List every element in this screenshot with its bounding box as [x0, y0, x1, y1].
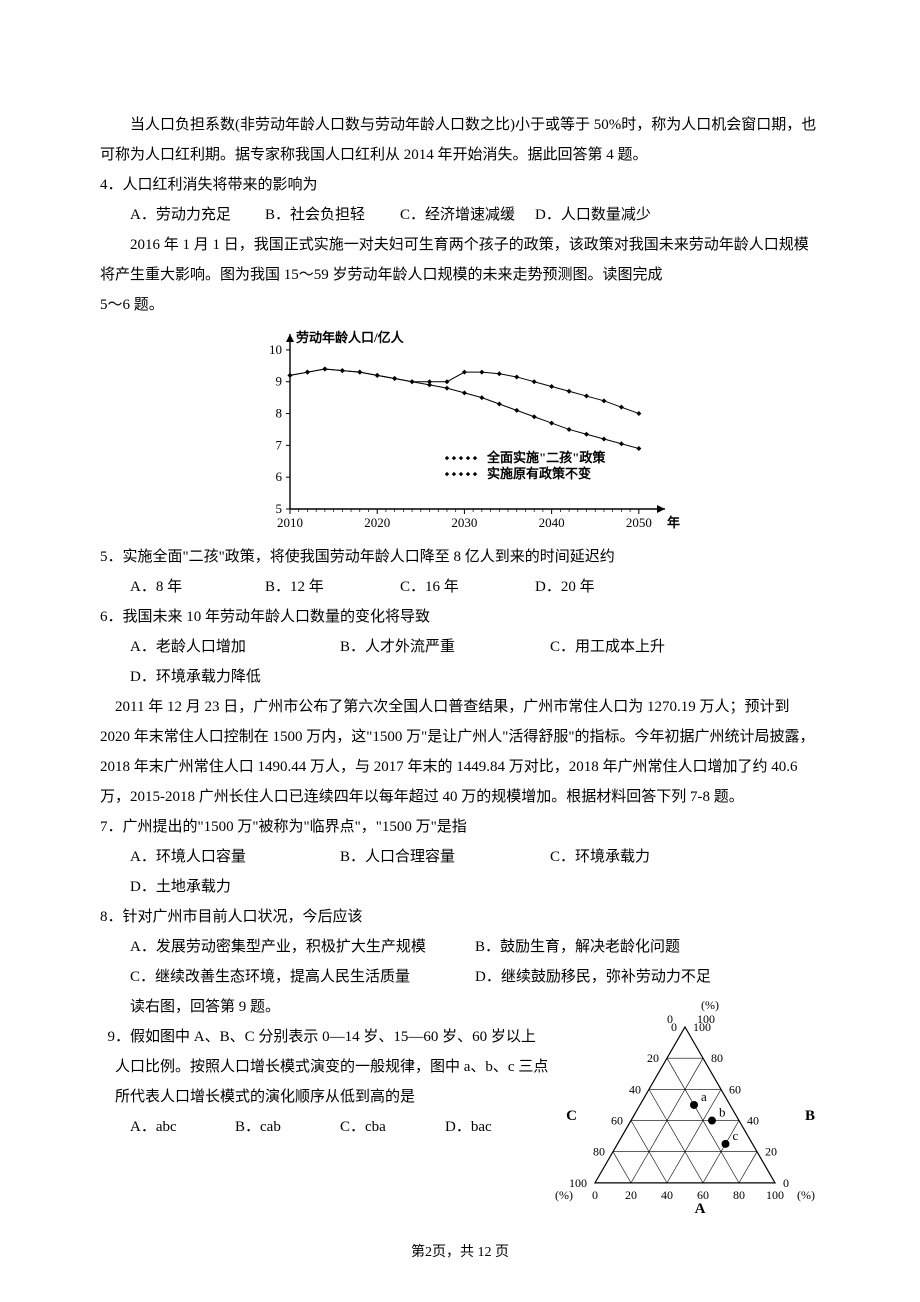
svg-text:10: 10 [269, 342, 282, 357]
q9-opt-b[interactable]: B．cab [235, 1112, 340, 1142]
passage-q56b: 5～6 题。 [100, 290, 820, 320]
page-footer: 第2页，共 12 页 [100, 1239, 820, 1267]
svg-text:劳动年龄人口/亿人: 劳动年龄人口/亿人 [296, 330, 405, 345]
svg-text:全面实施"二孩"政策: 全面实施"二孩"政策 [486, 450, 606, 465]
svg-text:(%): (%) [701, 998, 719, 1012]
svg-text:100: 100 [766, 1188, 784, 1202]
svg-text:6: 6 [276, 469, 283, 484]
svg-text:80: 80 [733, 1188, 745, 1202]
q5-opt-b[interactable]: B．12 年 [265, 572, 400, 602]
q6-opt-a[interactable]: A．老龄人口增加 [130, 632, 340, 662]
q6-opt-d[interactable]: D．环境承载力降低 [130, 662, 340, 692]
q8-opt-b[interactable]: B．鼓励生育，解决老龄化问题 [475, 932, 820, 962]
q9-opt-c[interactable]: C．cba [340, 1112, 445, 1142]
q8-opt-a[interactable]: A．发展劳动密集型产业，积极扩大生产规模 [130, 932, 475, 962]
svg-text:0: 0 [667, 1012, 673, 1026]
svg-text:20: 20 [625, 1188, 637, 1202]
svg-text:20: 20 [765, 1145, 777, 1159]
q7-options: A．环境人口容量 B．人口合理容量 C．环境承载力 D．土地承载力 [100, 842, 820, 902]
q8-stem: 8．针对广州市目前人口状况，今后应该 [100, 902, 820, 932]
q4-opt-b[interactable]: B．社会负担轻 [265, 200, 400, 230]
svg-text:60: 60 [611, 1114, 623, 1128]
svg-text:7: 7 [276, 437, 283, 452]
q5-stem: 5．实施全面"二孩"政策，将使我国劳动年龄人口降至 8 亿人到来的时间延迟约 [100, 542, 820, 572]
q6-stem: 6．我国未来 10 年劳动年龄人口数量的变化将导致 [100, 602, 820, 632]
q6-opt-c[interactable]: C．用工成本上升 [550, 632, 760, 662]
svg-text:C: C [566, 1108, 577, 1124]
svg-text:2040: 2040 [539, 515, 565, 530]
labor-population-chart: 5 6 7 8 9 10 2010 2020 2030 2040 2050 劳动年龄人口/亿人年份 全面… [100, 324, 820, 534]
q5-options: A．8 年 B．12 年 C．16 年 D．20 年 [100, 572, 820, 602]
passage-q78: 2011 年 12 月 23 日，广州市公布了第六次全国人口普查结果，广州市常住… [100, 692, 820, 812]
q5-opt-a[interactable]: A．8 年 [130, 572, 265, 602]
passage-q4: 当人口负担系数(非劳动年龄人口数与劳动年龄人口数之比)小于或等于 50%时，称为… [100, 110, 820, 170]
svg-text:b: b [719, 1105, 726, 1120]
q8-options: A．发展劳动密集型产业，积极扩大生产规模 B．鼓励生育，解决老龄化问题 C．继续… [100, 932, 820, 992]
svg-text:年份: 年份 [667, 515, 680, 530]
svg-text:实施原有政策不变: 实施原有政策不变 [487, 466, 591, 481]
q6-opt-b[interactable]: B．人才外流严重 [340, 632, 550, 662]
q8-opt-d[interactable]: D．继续鼓励移民，弥补劳动力不足 [475, 962, 820, 992]
svg-text:2030: 2030 [451, 515, 477, 530]
svg-text:a: a [701, 1089, 707, 1104]
svg-text:80: 80 [711, 1051, 723, 1065]
svg-text:c: c [733, 1128, 739, 1143]
q4-opt-c[interactable]: C．经济增速减缓 [400, 200, 535, 230]
q7-opt-a[interactable]: A．环境人口容量 [130, 842, 340, 872]
svg-text:40: 40 [629, 1082, 641, 1096]
svg-text:2050: 2050 [626, 515, 652, 530]
q6-options: A．老龄人口增加 B．人才外流严重 C．用工成本上升 D．环境承载力降低 [100, 632, 820, 692]
q4-opt-d[interactable]: D．人口数量减少 [535, 200, 670, 230]
q7-opt-d[interactable]: D．土地承载力 [130, 872, 340, 902]
svg-text:(%): (%) [797, 1188, 815, 1202]
svg-text:A: A [695, 1201, 706, 1217]
svg-text:40: 40 [747, 1114, 759, 1128]
q5-opt-c[interactable]: C．16 年 [400, 572, 535, 602]
q9-options: A．abc B．cab C．cba D．bac [100, 1112, 550, 1142]
q4-options: A．劳动力充足 B．社会负担轻 C．经济增速减缓 D．人口数量减少 [100, 200, 820, 230]
q7-opt-b[interactable]: B．人口合理容量 [340, 842, 550, 872]
svg-text:B: B [805, 1108, 815, 1124]
svg-text:9: 9 [276, 374, 283, 389]
q9-stem: 9．假如图中 A、B、C 分别表示 0—14 岁、15—60 岁、60 岁以上人… [108, 1022, 551, 1112]
q9-opt-a[interactable]: A．abc [130, 1112, 235, 1142]
q7-opt-c[interactable]: C．环境承载力 [550, 842, 760, 872]
svg-text:2020: 2020 [364, 515, 390, 530]
svg-text:(%): (%) [555, 1188, 573, 1202]
svg-text:80: 80 [593, 1145, 605, 1159]
ternary-diagram: 000202020404040606060808080100100100ABC(… [550, 992, 820, 1233]
svg-text:60: 60 [697, 1188, 709, 1202]
q4-opt-a[interactable]: A．劳动力充足 [130, 200, 265, 230]
q8-opt-c[interactable]: C．继续改善生态环境，提高人民生活质量 [130, 962, 475, 992]
q7-stem: 7．广州提出的"1500 万"被称为"临界点"，"1500 万"是指 [100, 812, 820, 842]
q9-opt-d[interactable]: D．bac [445, 1112, 550, 1142]
passage-q56: 2016 年 1 月 1 日，我国正式实施一对夫妇可生育两个孩子的政策，该政策对… [100, 230, 820, 290]
svg-text:20: 20 [647, 1051, 659, 1065]
q5-opt-d[interactable]: D．20 年 [535, 572, 670, 602]
svg-text:2010: 2010 [277, 515, 303, 530]
svg-text:5: 5 [276, 501, 283, 516]
svg-text:60: 60 [729, 1082, 741, 1096]
svg-text:100: 100 [697, 1012, 715, 1026]
q4-stem: 4．人口红利消失将带来的影响为 [100, 170, 820, 200]
svg-text:40: 40 [661, 1188, 673, 1202]
svg-text:0: 0 [592, 1188, 598, 1202]
svg-text:8: 8 [276, 406, 283, 421]
read-figure-note: 读右图，回答第 9 题。 [100, 992, 550, 1022]
